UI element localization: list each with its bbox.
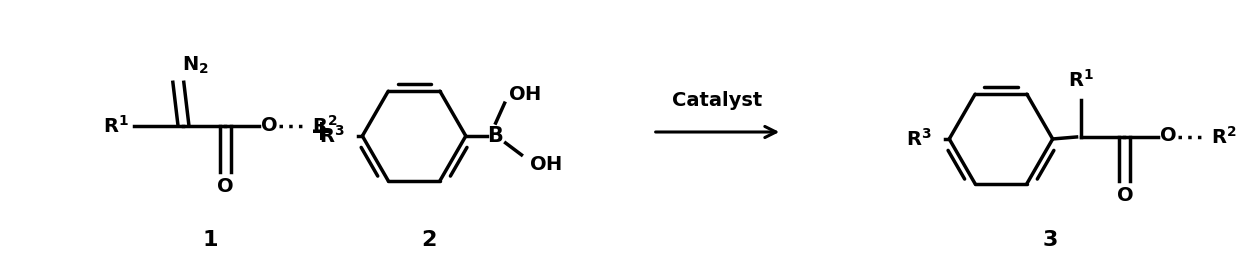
Text: $\mathbf{O}$: $\mathbf{O}$ bbox=[1116, 186, 1133, 205]
Text: $\mathbf{R^1}$: $\mathbf{R^1}$ bbox=[1068, 69, 1094, 91]
Text: $\mathbf{R^2}$: $\mathbf{R^2}$ bbox=[311, 115, 337, 137]
Text: $\mathbf{OH}$: $\mathbf{OH}$ bbox=[507, 85, 541, 104]
Text: +: + bbox=[310, 118, 334, 146]
Text: $\mathbf{R^2}$: $\mathbf{R^2}$ bbox=[1211, 126, 1236, 148]
Text: 1: 1 bbox=[202, 230, 218, 250]
Text: $\mathbf{N_2}$: $\mathbf{N_2}$ bbox=[182, 55, 210, 76]
Text: $\mathbf{R^1}$: $\mathbf{R^1}$ bbox=[103, 115, 129, 137]
Text: Catalyst: Catalyst bbox=[672, 91, 763, 110]
Text: $\mathbf{R^3}$: $\mathbf{R^3}$ bbox=[905, 128, 931, 150]
Text: $\mathbf{OH}$: $\mathbf{OH}$ bbox=[529, 155, 563, 174]
Text: 3: 3 bbox=[1043, 230, 1059, 250]
Text: 2: 2 bbox=[422, 230, 436, 250]
Text: $\mathbf{O}$: $\mathbf{O}$ bbox=[1159, 126, 1177, 145]
Text: $\mathbf{R^3}$: $\mathbf{R^3}$ bbox=[319, 125, 345, 147]
Text: $\mathbf{B}$: $\mathbf{B}$ bbox=[487, 126, 503, 146]
Text: $\mathbf{O}$: $\mathbf{O}$ bbox=[260, 116, 278, 135]
Text: $\mathbf{O}$: $\mathbf{O}$ bbox=[216, 177, 234, 196]
